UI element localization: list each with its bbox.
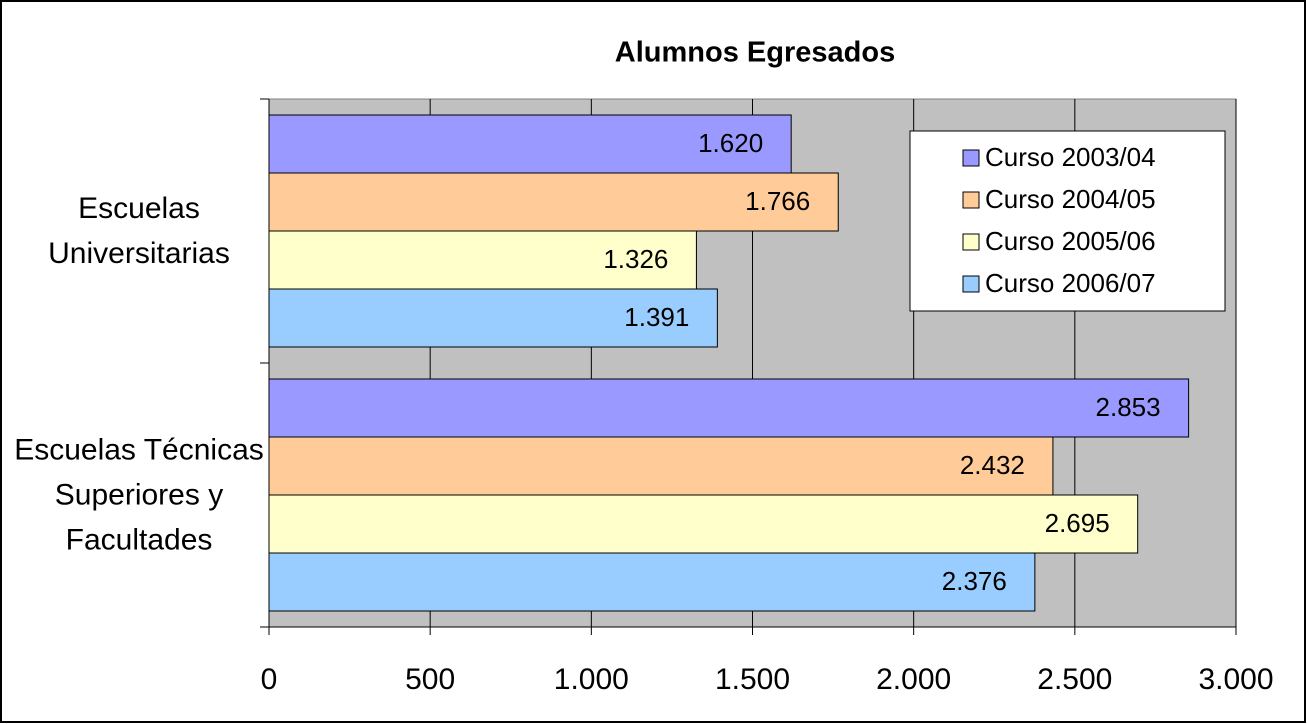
value-label: 1.766 [745,186,810,216]
value-label: 2.853 [1096,392,1161,422]
x-tick-label: 1.500 [715,663,790,696]
y-tick-label: Escuelas Universitarias [48,192,230,270]
bar [268,230,697,290]
x-tick-label: 2.500 [1037,663,1112,696]
legend-swatch [962,275,980,293]
legend-swatch [962,233,980,251]
legend-swatch [962,191,980,209]
legend-label: Curso 2006/07 [985,268,1156,298]
value-label: 1.620 [698,128,763,158]
bar [268,172,839,232]
x-tick-label: 2.000 [876,663,951,696]
bar [268,378,1190,438]
bar [268,494,1139,554]
bar [268,288,718,348]
value-label: 2.432 [960,450,1025,480]
value-label: 2.376 [942,566,1007,596]
value-label: 1.326 [603,244,668,274]
x-tick-label: 500 [405,663,455,696]
legend-label: Curso 2003/04 [985,142,1156,172]
value-label: 2.695 [1045,508,1110,538]
legend-label: Curso 2005/06 [985,226,1156,256]
x-tick-label: 3.000 [1198,663,1273,696]
x-tick-label: 1.000 [554,663,629,696]
chart-title: Alumnos Egresados [615,37,895,69]
y-tick-label: Escuelas Técnicas Superiores y Facultade… [14,433,264,557]
bar [268,436,1054,496]
x-tick-label: 0 [261,663,278,696]
value-label: 1.391 [624,302,689,332]
bar [268,114,792,174]
legend-label: Curso 2004/05 [985,184,1156,214]
legend-swatch [962,149,980,167]
bar [268,552,1036,612]
